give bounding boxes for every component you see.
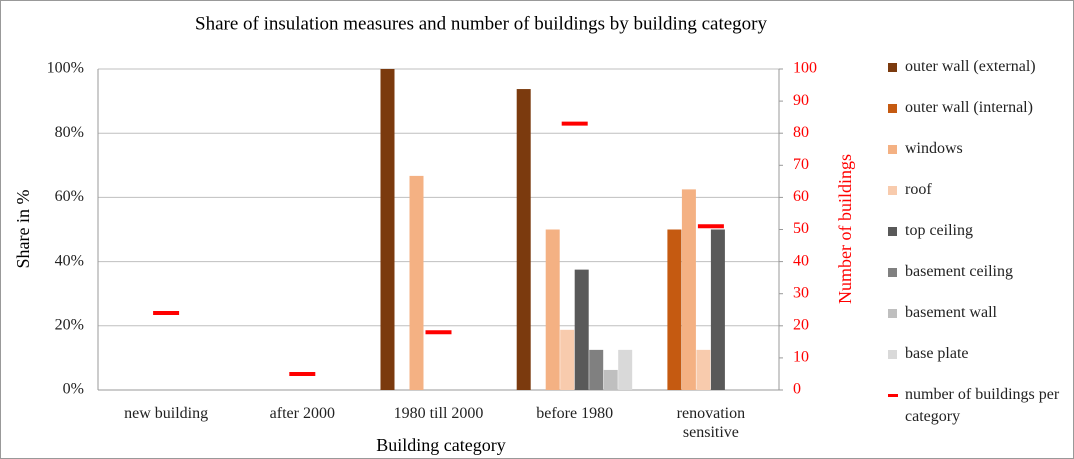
legend-label: windows <box>905 140 963 157</box>
legend-item: number of buildings per category <box>888 384 1073 425</box>
y2-tick-label: 100 <box>793 60 817 77</box>
legend-label: basement wall <box>905 304 997 321</box>
bar <box>380 69 395 390</box>
y-tick-label: 80% <box>55 124 84 141</box>
legend-label: top ceiling <box>905 222 973 239</box>
x-tick-label: new building <box>124 405 209 422</box>
legend-swatch <box>888 309 897 318</box>
legend-label: outer wall (internal) <box>905 99 1033 116</box>
legend-item: windows <box>888 138 1073 179</box>
legend-label: base plate <box>905 345 969 362</box>
legend-label: roof <box>905 181 932 198</box>
y-axis-label: Share in % <box>13 190 33 269</box>
legend-label: basement ceiling <box>905 263 1013 280</box>
chart-title: Share of insulation measures and number … <box>195 13 767 34</box>
y2-tick-label: 30 <box>793 284 809 301</box>
y-tick-label: 100% <box>47 60 84 77</box>
y2-tick-label: 0 <box>793 381 801 398</box>
bar <box>574 269 589 390</box>
legend-item: roof <box>888 179 1073 220</box>
y-tick-label: 40% <box>55 252 84 269</box>
x-tick-label: after 2000 <box>269 405 335 422</box>
y2-tick-label: 10 <box>793 349 809 366</box>
y2-tick-label: 90 <box>793 92 809 109</box>
legend-item: outer wall (internal) <box>888 97 1073 138</box>
legend-dash <box>888 394 898 397</box>
legend-swatch <box>888 63 897 72</box>
bar <box>409 175 424 390</box>
bar <box>667 229 682 390</box>
y-tick-label: 0% <box>63 381 84 398</box>
x-axis-label: Building category <box>376 435 505 455</box>
x-tick-label: before 1980 <box>536 405 614 422</box>
legend-swatch <box>888 145 897 154</box>
legend-item: basement ceiling <box>888 261 1073 302</box>
bar <box>618 349 633 390</box>
bar <box>545 229 560 390</box>
legend-item: basement wall <box>888 302 1073 343</box>
y2-tick-label: 70 <box>793 156 809 173</box>
legend-swatch <box>888 104 897 113</box>
legend-swatch <box>888 350 897 359</box>
y2-tick-label: 20 <box>793 316 809 333</box>
bar <box>560 329 575 390</box>
legend-swatch <box>888 268 897 277</box>
y2-tick-label: 40 <box>793 252 809 269</box>
y-tick-label: 60% <box>55 188 84 205</box>
legend: outer wall (external) outer wall (interna… <box>888 56 1073 425</box>
bar <box>589 349 604 390</box>
x-tick-label: 1980 till 2000 <box>393 405 484 422</box>
legend-item: outer wall (external) <box>888 56 1073 97</box>
bar <box>696 349 711 390</box>
y2-tick-label: 60 <box>793 188 809 205</box>
y-tick-label: 20% <box>55 316 84 333</box>
y2-tick-label: 50 <box>793 220 809 237</box>
bar <box>516 89 531 390</box>
legend-swatch <box>888 186 897 195</box>
legend-item: base plate <box>888 343 1073 384</box>
bar <box>681 189 696 390</box>
legend-label: outer wall (external) <box>905 58 1036 75</box>
x-tick-label: renovation sensitive <box>676 405 746 441</box>
legend-swatch <box>888 227 897 236</box>
legend-item: top ceiling <box>888 220 1073 261</box>
y2-axis-label: Number of buildings <box>835 154 855 304</box>
y2-tick-label: 80 <box>793 124 809 141</box>
legend-label: number of buildings per category <box>905 386 1060 425</box>
bar <box>710 229 725 390</box>
bar <box>603 369 618 390</box>
